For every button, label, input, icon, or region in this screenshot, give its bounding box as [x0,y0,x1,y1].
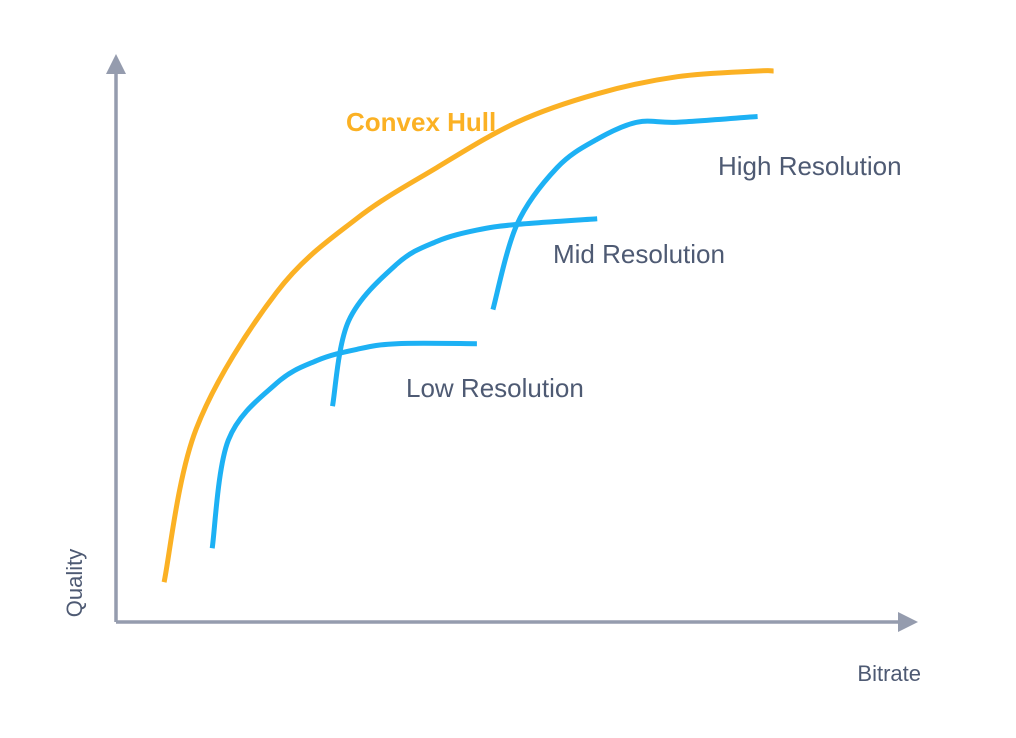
y-axis-label: Quality [62,549,87,617]
convex-hull-curve [161,68,774,583]
high-resolution-curve [490,114,758,311]
low-resolution-curve [209,340,477,549]
x-axis-label: Bitrate [857,661,921,686]
y-axis-arrow-icon [106,54,126,74]
convex-hull-label: Convex Hull [346,107,496,137]
mid-resolution-label: Mid Resolution [553,239,725,269]
series-curves [161,68,774,583]
high-resolution-label: High Resolution [718,151,902,181]
x-axis-arrow-icon [898,612,918,632]
low-resolution-label: Low Resolution [406,373,584,403]
